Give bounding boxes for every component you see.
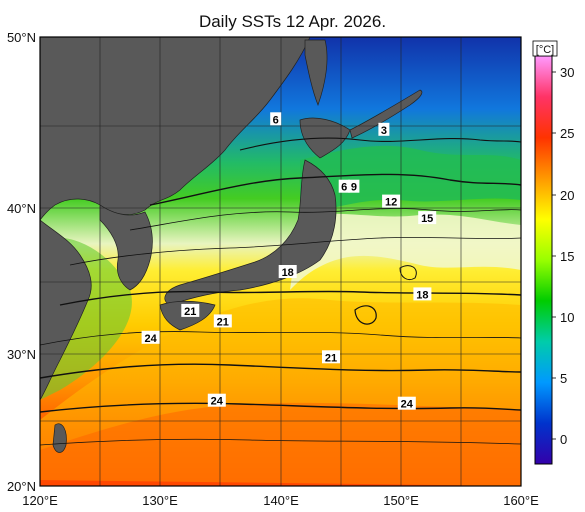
graticule xyxy=(40,37,521,486)
contour-label-box xyxy=(418,211,437,225)
contour-label-text: 18 xyxy=(416,289,428,301)
contour-label-text: 18 xyxy=(282,267,294,279)
land xyxy=(40,37,423,453)
colorbar-tick: 0 xyxy=(560,432,567,447)
contour-label-text: 21 xyxy=(325,352,337,364)
contour-label-text: 12 xyxy=(385,197,397,209)
sakhalin xyxy=(304,39,328,106)
contour-label-text: 3 xyxy=(381,125,387,137)
contour-label-box xyxy=(207,393,226,407)
contour-label-text: 24 xyxy=(401,399,414,411)
contour-label-box xyxy=(338,179,350,193)
colorbar-tick: 25 xyxy=(560,126,574,141)
x-tick-label: 130°E xyxy=(142,493,178,508)
y-tick-label: 20°N xyxy=(7,479,36,494)
contour-label: 12 xyxy=(382,194,401,209)
y-tick-label: 50°N xyxy=(7,30,36,45)
asia-mainland xyxy=(40,37,311,221)
x-tick-label: 160°E xyxy=(503,493,539,508)
contour-label-box xyxy=(181,303,200,317)
contour-label-text: 6 xyxy=(341,182,347,194)
x-tick-label: 150°E xyxy=(383,493,419,508)
colorbar-scale xyxy=(534,55,553,465)
y-tick-label: 30°N xyxy=(7,347,36,362)
contour-label: 24 xyxy=(207,393,226,408)
contour-label-box xyxy=(378,122,390,136)
y-axis: 50°N 40°N 30°N 20°N xyxy=(7,30,36,494)
colorbar-tick: 5 xyxy=(560,371,567,386)
taiwan xyxy=(52,423,67,453)
contour-label: 6 xyxy=(338,179,350,194)
isotherms xyxy=(40,137,521,446)
contour-label-text: 9 xyxy=(351,182,357,194)
contour-label-text: 21 xyxy=(217,316,229,328)
contour-label-box xyxy=(397,396,416,410)
x-tick-label: 120°E xyxy=(22,493,58,508)
contour-label-box xyxy=(348,179,360,193)
contour-label-text: 24 xyxy=(211,396,224,408)
plot-frame xyxy=(39,36,522,487)
x-axis: 120°E 130°E 140°E 150°E 160°E xyxy=(22,493,539,508)
contour-label-text: 21 xyxy=(184,306,196,318)
contour-label: 21 xyxy=(322,350,340,364)
contour-label: 18 xyxy=(278,265,297,279)
colorbar-unit: [°C] xyxy=(536,44,554,56)
contour-label: 21 xyxy=(181,303,200,318)
contour-label: 21 xyxy=(213,314,232,328)
colorbar-tick: 10 xyxy=(560,310,574,325)
contour-label: 15 xyxy=(418,211,437,225)
contour-label: 24 xyxy=(397,396,416,411)
y-tick-label: 40°N xyxy=(7,201,36,216)
contour-label-text: 6 xyxy=(273,114,279,126)
contour-label-box xyxy=(278,265,297,278)
colorbar-tick: 15 xyxy=(560,249,574,264)
colorbar-unit-box xyxy=(532,40,558,57)
contour-label-box xyxy=(322,350,340,364)
contour-label-box xyxy=(413,287,432,301)
contour-label: 6 xyxy=(270,112,282,126)
colorbar: [°C] 30 25 20 15 10 5 0 xyxy=(532,40,574,465)
contour-label-box xyxy=(141,330,160,344)
contour-label-text: 15 xyxy=(421,213,433,225)
korea xyxy=(99,204,153,291)
contour-label-text: 24 xyxy=(144,333,157,345)
contour-label: 9 xyxy=(348,179,360,194)
contour-label-box xyxy=(382,194,401,208)
colorbar-tick: 30 xyxy=(560,65,574,80)
contour-label-box xyxy=(213,314,232,328)
contour-label: 18 xyxy=(413,287,432,301)
contour-label: 3 xyxy=(378,122,390,137)
map-title: Daily SSTs 12 Apr. 2026. xyxy=(198,12,387,31)
contour-label-box xyxy=(270,112,282,126)
x-tick-label: 140°E xyxy=(263,493,299,508)
contour-label: 24 xyxy=(141,330,160,345)
colorbar-tick: 20 xyxy=(560,188,574,203)
